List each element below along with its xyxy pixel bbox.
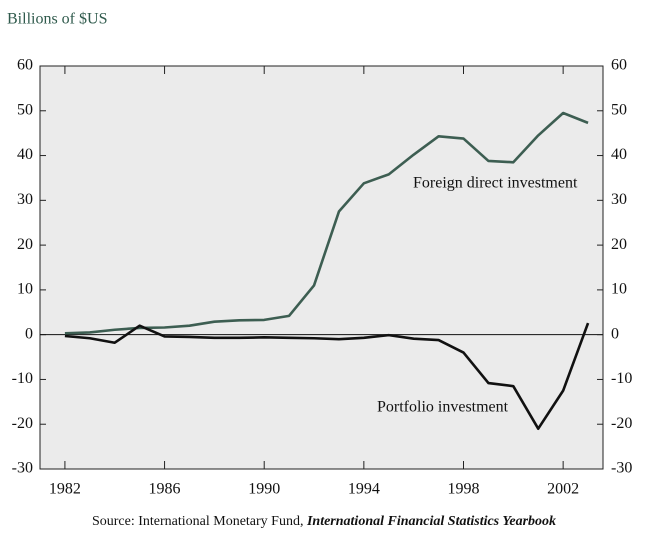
series-line bbox=[64, 111, 589, 335]
y-tick-label: 20 bbox=[17, 236, 33, 253]
series-line bbox=[64, 322, 590, 430]
y-tick-label: 50 bbox=[17, 101, 33, 118]
x-tick-label: 1994 bbox=[348, 481, 380, 498]
y-tick-label: 40 bbox=[17, 146, 33, 163]
y2-tick-label: -30 bbox=[611, 460, 632, 477]
x-tick-label: 1990 bbox=[248, 481, 280, 498]
y-tick-label: -10 bbox=[12, 370, 33, 387]
y-tick-label: 60 bbox=[17, 57, 33, 74]
y2-tick-label: 30 bbox=[611, 191, 627, 208]
source: Source: International Monetary Fund, Int… bbox=[92, 514, 556, 529]
y2-tick-label: 60 bbox=[611, 57, 627, 74]
y-tick-label: -30 bbox=[12, 460, 33, 477]
y-tick-label: 30 bbox=[17, 191, 33, 208]
plot-area bbox=[39, 65, 604, 470]
x-tick-label: 1982 bbox=[49, 481, 81, 498]
x-tick-label: 2002 bbox=[547, 481, 579, 498]
x-tick-label: 1998 bbox=[447, 481, 479, 498]
source-title: International Financial Statistics Yearb… bbox=[306, 514, 556, 529]
series-label: Foreign direct investment bbox=[413, 175, 578, 192]
y2-tick-label: 20 bbox=[611, 236, 627, 253]
x-tick-label: 1986 bbox=[149, 481, 181, 498]
series-label: Portfolio investment bbox=[377, 399, 509, 416]
y2-tick-label: 0 bbox=[611, 325, 619, 342]
y2-tick-label: -20 bbox=[611, 415, 632, 432]
y2-tick-label: 50 bbox=[611, 101, 627, 118]
y2-tick-label: 10 bbox=[611, 281, 627, 298]
y-tick-label: 0 bbox=[25, 325, 33, 342]
y-axis-label: Billions of $US bbox=[7, 11, 107, 28]
y2-tick-label: 40 bbox=[611, 146, 627, 163]
y-tick-label: -20 bbox=[12, 415, 33, 432]
y2-tick-label: -10 bbox=[611, 370, 632, 387]
y-tick-label: 10 bbox=[17, 281, 33, 298]
source-text: Source: International Monetary Fund, bbox=[92, 514, 307, 529]
